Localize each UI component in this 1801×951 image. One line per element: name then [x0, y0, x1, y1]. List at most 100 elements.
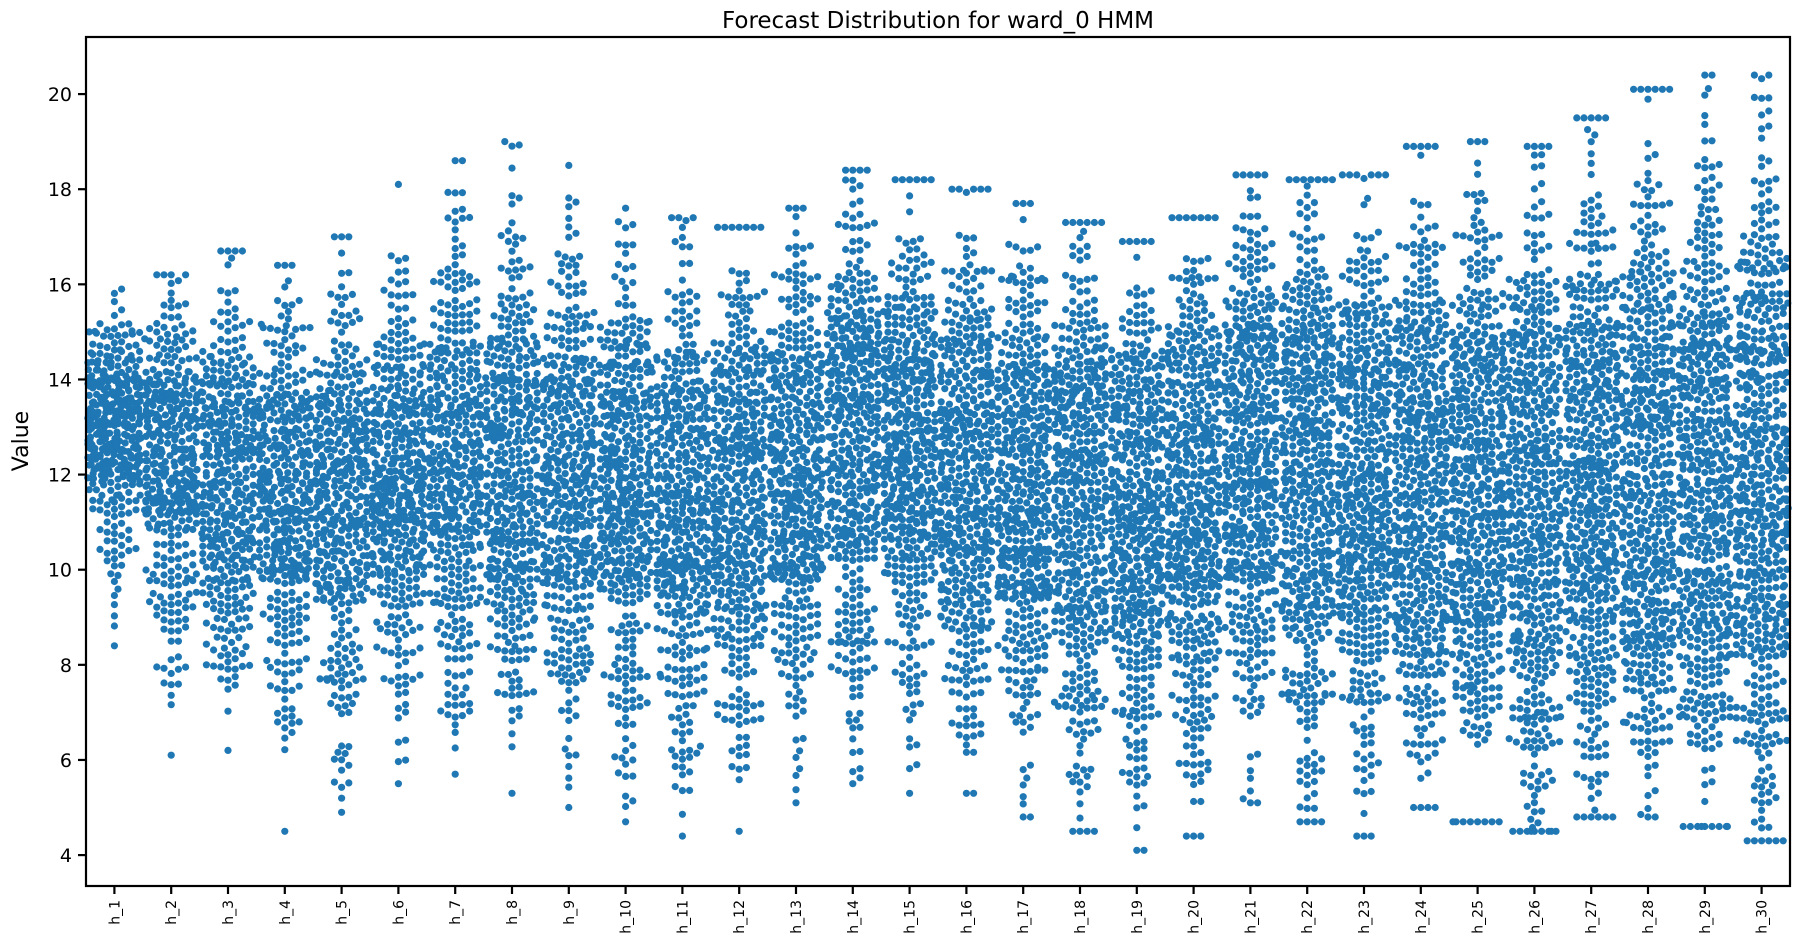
data-point [444, 690, 452, 698]
data-point [440, 557, 448, 566]
data-point [211, 558, 219, 567]
data-point [224, 602, 232, 610]
data-point [280, 555, 289, 563]
data-point [515, 656, 523, 664]
data-point [554, 670, 562, 678]
data-point [622, 687, 630, 695]
data-point [636, 588, 644, 596]
data-point [451, 672, 459, 680]
data-point [664, 506, 673, 514]
data-point [110, 339, 118, 347]
data-point [316, 399, 324, 407]
data-point [220, 644, 228, 652]
data-point [202, 640, 210, 648]
data-point [565, 214, 573, 222]
data-point [270, 371, 278, 379]
data-point [433, 503, 441, 511]
data-point [114, 483, 122, 491]
data-point [210, 461, 218, 469]
data-point [274, 417, 282, 425]
data-point [629, 262, 637, 271]
data-point [543, 508, 551, 516]
data-point [607, 626, 615, 634]
data-point [402, 602, 410, 610]
data-point [451, 505, 459, 513]
data-point [274, 577, 282, 585]
data-point [728, 660, 736, 668]
data-point [334, 657, 342, 666]
data-point [643, 575, 651, 583]
data-point [483, 598, 491, 606]
data-point [579, 675, 587, 683]
data-point [501, 614, 509, 623]
data-point [440, 575, 448, 583]
data-point [269, 556, 277, 565]
data-point [561, 353, 569, 361]
data-point [153, 603, 161, 611]
data-point [728, 693, 736, 701]
data-point [742, 733, 751, 741]
data-point [624, 432, 633, 440]
data-point [103, 537, 111, 545]
data-point [217, 287, 225, 295]
data-point [458, 534, 466, 542]
data-point [330, 233, 338, 241]
data-point [500, 479, 508, 487]
data-point [281, 714, 289, 722]
data-point [240, 359, 248, 367]
data-point [489, 369, 497, 377]
data-point [217, 607, 225, 615]
data-point [451, 297, 459, 305]
data-point [274, 525, 282, 533]
data-point [504, 237, 512, 245]
data-point [333, 534, 341, 542]
data-point [258, 450, 266, 458]
data-point [224, 390, 232, 398]
data-point [206, 526, 214, 534]
data-point [228, 638, 236, 647]
data-point [735, 685, 743, 693]
data-point [451, 244, 459, 253]
data-point [660, 589, 668, 597]
data-point [504, 550, 512, 558]
data-point [246, 623, 254, 631]
data-point [668, 373, 676, 381]
data-point [416, 369, 424, 377]
data-point [458, 205, 466, 213]
data-point [487, 563, 495, 571]
data-point [394, 758, 402, 766]
data-point [288, 579, 296, 587]
data-point [497, 393, 505, 401]
data-point [515, 594, 523, 602]
data-point [333, 416, 341, 424]
data-point [686, 753, 694, 761]
data-point [189, 385, 197, 393]
data-point [270, 452, 278, 460]
data-point [345, 269, 353, 277]
data-point [348, 648, 356, 656]
data-point [333, 512, 341, 520]
data-point [215, 417, 223, 425]
data-point [307, 411, 315, 420]
data-point [543, 452, 551, 460]
data-point [466, 356, 474, 365]
data-point [295, 296, 303, 305]
data-point [178, 517, 186, 525]
data-point [154, 426, 163, 434]
data-point [607, 476, 615, 484]
data-point [561, 392, 569, 400]
data-point [266, 603, 274, 611]
data-point [224, 658, 232, 666]
data-point [515, 194, 523, 202]
data-point [380, 675, 388, 683]
data-point [356, 644, 364, 652]
data-point [433, 482, 441, 491]
data-point [466, 300, 474, 308]
data-point [327, 572, 335, 581]
data-point [154, 520, 162, 528]
data-point [678, 721, 687, 729]
data-point [669, 398, 677, 406]
data-point [270, 531, 278, 539]
data-point [278, 425, 287, 433]
data-point [167, 271, 175, 279]
